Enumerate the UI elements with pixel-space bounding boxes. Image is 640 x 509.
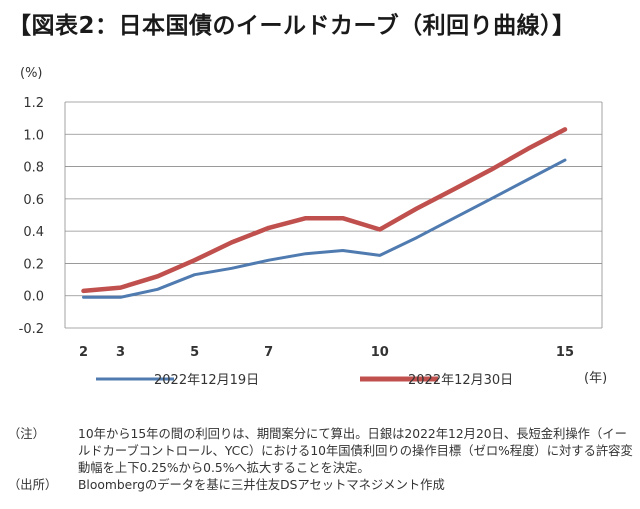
legend: 2022年12月19日 2022年12月30日 — [96, 373, 513, 388]
gridlines — [65, 101, 603, 329]
series-line-1 — [82, 158, 567, 299]
note-label: （注） — [8, 427, 45, 441]
x-tick-label: 7 — [264, 345, 273, 360]
y-tick-label: 0.2 — [23, 257, 44, 272]
x-tick-label: 15 — [556, 345, 574, 360]
y-tick-label: 1.0 — [23, 128, 44, 143]
legend-label-1: 2022年12月19日 — [154, 373, 259, 388]
y-unit-label: (%) — [20, 66, 43, 81]
source-row: （出所） Bloombergのデータを基に三井住友DSアセットマネジメント作成 — [8, 477, 636, 494]
source-label: （出所） — [8, 478, 58, 492]
x-tick-label: 2 — [79, 345, 88, 360]
source-text: Bloombergのデータを基に三井住友DSアセットマネジメント作成 — [78, 478, 445, 492]
note-text: 10年から15年の間の利回りは、期間案分にて算出。日銀は2022年12月20日、… — [78, 427, 633, 475]
y-tick-label: 0.6 — [23, 193, 44, 208]
footnotes: （注） 10年から15年の間の利回りは、期間案分にて算出。日銀は2022年12月… — [8, 426, 636, 494]
series-lines — [81, 127, 568, 299]
y-tick-label: 0.0 — [23, 290, 44, 305]
chart-title: 【図表2：日本国債のイールドカーブ（利回り曲線）】 — [8, 13, 576, 39]
y-tick-label: 0.8 — [23, 161, 44, 176]
yield-curve-chart: (%) 1.2 1.0 0.8 0.6 0.4 0.2 0.0 -0.2 2 3 5 7 10 15 (… — [19, 66, 608, 388]
x-tick-label: 5 — [190, 345, 199, 360]
y-tick-label: 0.4 — [23, 225, 44, 240]
x-tick-label: 10 — [371, 345, 389, 360]
x-unit-label: (年) — [584, 371, 607, 386]
note-row: （注） 10年から15年の間の利回りは、期間案分にて算出。日銀は2022年12月… — [8, 426, 636, 477]
x-tick-label: 3 — [116, 345, 125, 360]
legend-label-2: 2022年12月30日 — [408, 373, 513, 388]
x-axis: 2 3 5 7 10 15 — [79, 345, 574, 360]
y-tick-label: -0.2 — [19, 322, 44, 337]
series-line-2 — [81, 127, 568, 294]
y-tick-label: 1.2 — [23, 96, 44, 111]
y-axis: 1.2 1.0 0.8 0.6 0.4 0.2 0.0 -0.2 — [19, 96, 66, 337]
